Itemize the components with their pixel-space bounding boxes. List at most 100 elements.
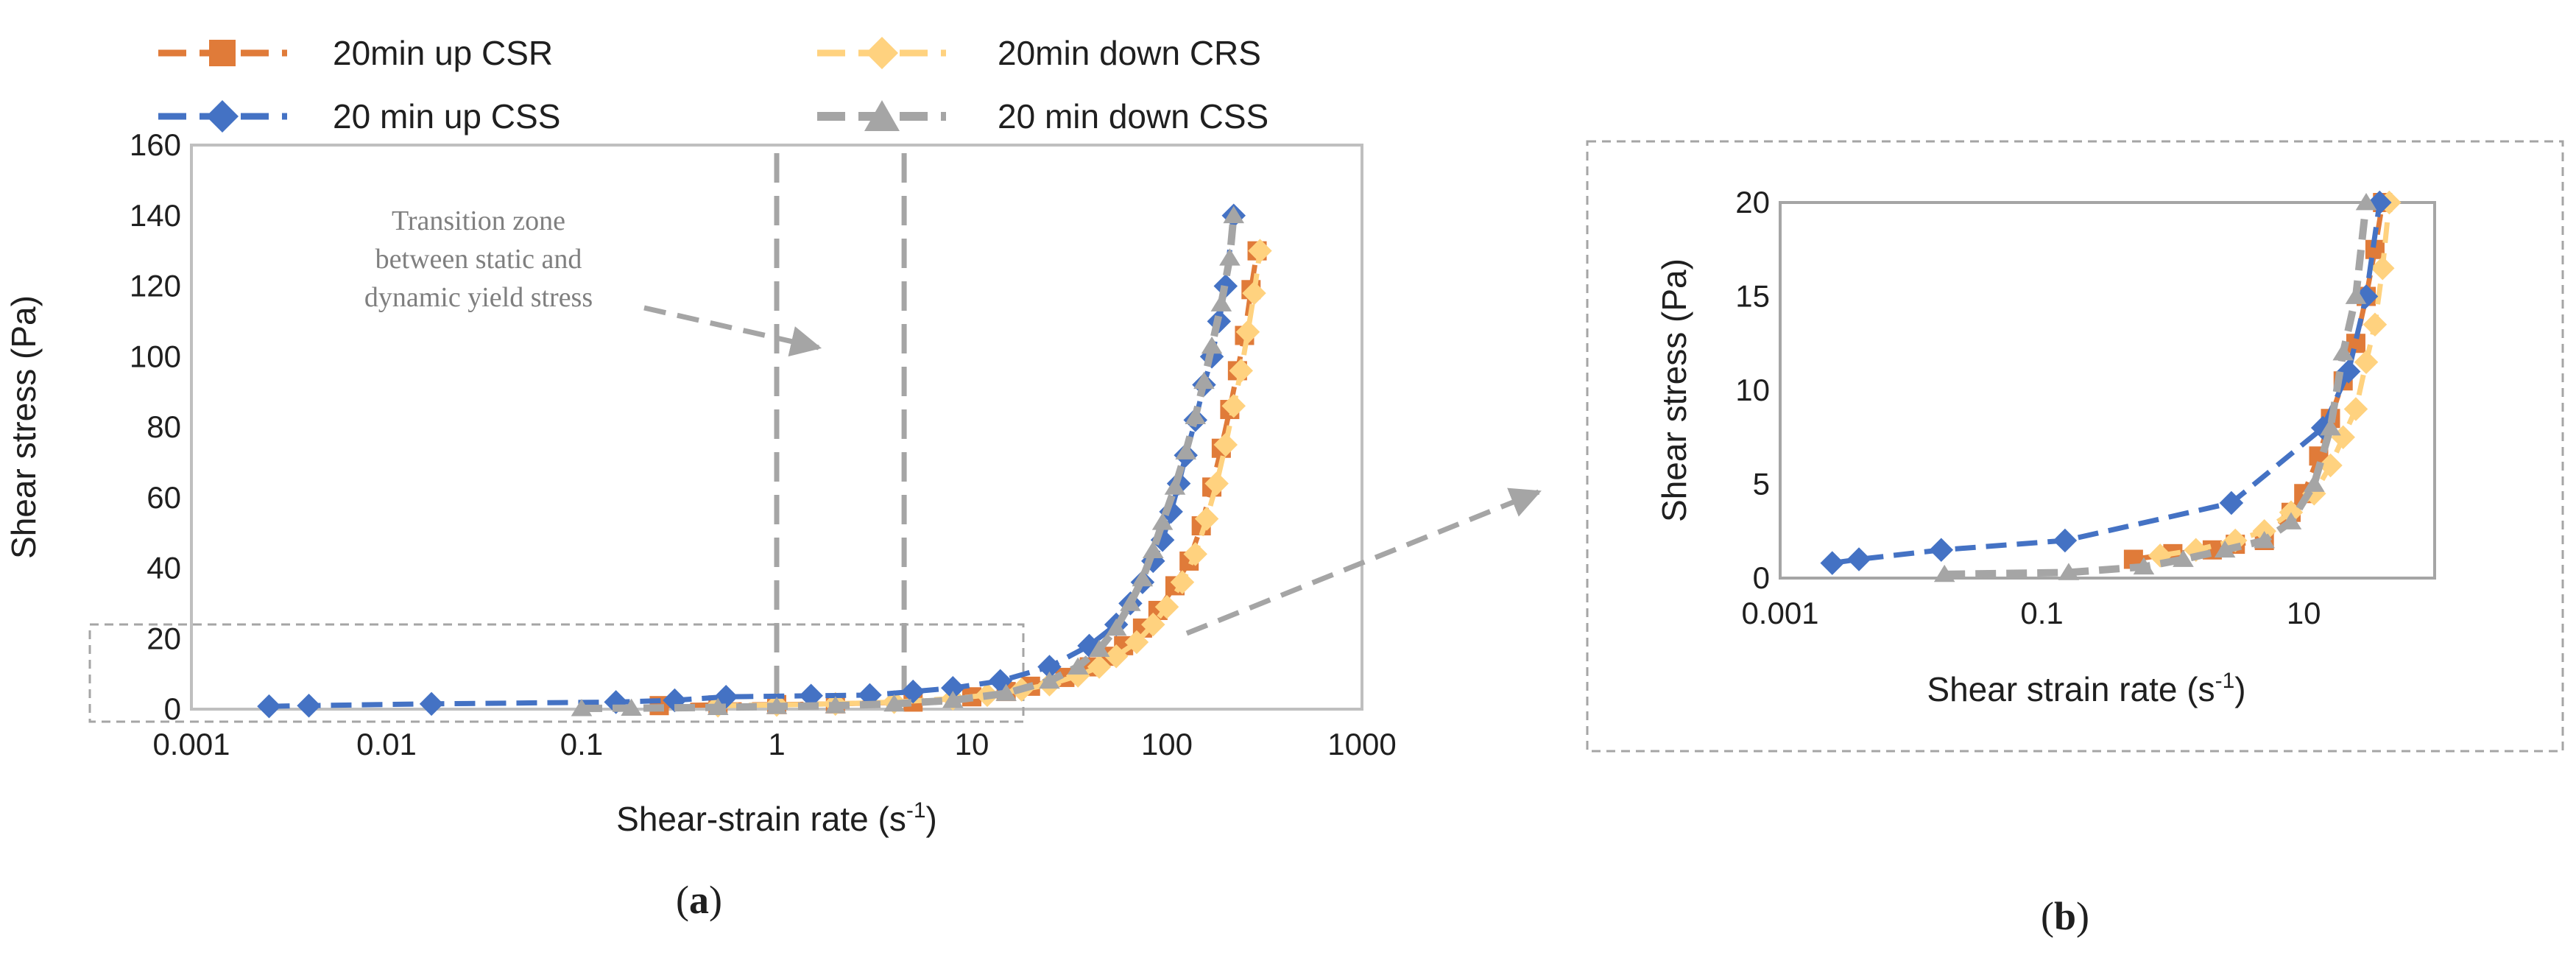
- chart-b-data-point: [2343, 397, 2368, 421]
- chart-a-data-point: [1223, 205, 1245, 224]
- chart-a-series-20-min-up-css: [257, 203, 1246, 719]
- chart-a-data-point: [1204, 471, 1229, 496]
- chart-b-data-point: [1933, 564, 1955, 582]
- legend-item-down-css: 20 min down CSS: [817, 97, 1268, 135]
- chart-b-data-point: [2362, 312, 2388, 337]
- legend-label-down-css: 20 min down CSS: [998, 97, 1268, 135]
- chart-a-x-tick-label: 100: [1141, 727, 1193, 761]
- chart-b-x-axis-title-text: Shear strain rate (s: [1927, 670, 2215, 708]
- chart-b-data-point: [2370, 256, 2395, 281]
- chart-a-x-axis-title-text: Shear-strain rate (s: [616, 800, 906, 838]
- chart-b-data-point: [2303, 474, 2325, 492]
- chart-a-data-point: [257, 694, 281, 719]
- chart-a-data-point: [942, 691, 964, 708]
- chart-b-y-tick-labels: 0 5 10 15 20: [1735, 185, 1770, 595]
- chart-a-x-axis-title: Shear-strain rate (s-1): [616, 798, 937, 838]
- chart-a-zoom-region-box: [88, 623, 1025, 723]
- chart-b-data-point: [2354, 350, 2379, 374]
- chart-b-data-point: [1929, 538, 1954, 562]
- chart-a-data-point: [1229, 359, 1254, 383]
- chart-a-series-20-min-down-css: [571, 205, 1245, 717]
- chart-a-data-point: [1193, 371, 1215, 390]
- chart-b-data-point: [2133, 557, 2155, 575]
- chart-b-y-tick-label: 5: [1753, 467, 1770, 501]
- chart-b-data-point: [1820, 551, 1845, 575]
- chart-a-x-tick-label: 1: [768, 727, 785, 761]
- legend-item-down-crs: 20min down CRS: [817, 34, 1261, 72]
- chart-a-data-point: [571, 699, 593, 717]
- chart-b-series-20-min-up-css: [1820, 190, 2392, 575]
- chart-a-y-tick-labels: 0 20 40 60 80 100 120 140 160: [130, 127, 181, 726]
- chart-a-x-axis-title-sup: -1: [906, 798, 926, 823]
- chart-b-series-line: [1944, 202, 2370, 578]
- chart-a-data-point: [1164, 477, 1186, 495]
- chart-a-data-point: [1067, 657, 1089, 675]
- chart-b-data-point: [2355, 193, 2377, 211]
- chart-b-y-tick-label: 20: [1735, 185, 1770, 219]
- chart-a-y-tick-label: 60: [147, 480, 181, 515]
- chart-a-data-point: [766, 697, 788, 714]
- chart-a-data-point: [1242, 281, 1266, 306]
- legend-marker-diamond-blue: [206, 100, 239, 133]
- chart-a-data-point: [883, 694, 905, 712]
- legend-marker-square-orange: [209, 40, 236, 66]
- chart-a-series-line: [581, 215, 1238, 712]
- chart-a-data-point: [1248, 239, 1272, 263]
- caption-b: (b): [2041, 894, 2089, 938]
- chart-a-y-tick-label: 100: [130, 339, 181, 373]
- chart-a-data-point: [799, 683, 823, 708]
- chart-a-data-point: [1213, 432, 1238, 457]
- chart-a-series-line: [659, 250, 1260, 708]
- chart-b-inset-frame: [1586, 140, 2564, 753]
- chart-a-x-tick-label: 0.01: [356, 727, 417, 761]
- chart-b-data-point: [2254, 531, 2275, 549]
- chart-a-y-axis-title: Shear stress (Pa): [4, 295, 43, 559]
- legend-item-up-csr: 20min up CSR: [158, 34, 553, 72]
- chart-a-data-point: [1201, 336, 1223, 354]
- chart-b-data-point: [2173, 549, 2194, 567]
- chart-a-data-point: [1221, 394, 1246, 418]
- chart-a-data-point: [1039, 671, 1060, 689]
- legend-marker-triangle-gray: [864, 100, 900, 131]
- legend-label-down-crs: 20min down CRS: [998, 34, 1261, 72]
- chart-b-x-axis-title: Shear strain rate (s-1): [1927, 669, 2245, 708]
- chart-a-y-tick-label: 160: [130, 127, 181, 162]
- chart-a-data-point: [1185, 406, 1207, 425]
- chart-a-data-point: [1175, 442, 1196, 460]
- chart-b-x-tick-label: 0.1: [2020, 596, 2063, 630]
- legend: 20min up CSR 20min down CRS 20 min up CS…: [158, 34, 1268, 135]
- chart-a-data-point: [1154, 594, 1179, 619]
- chart-b-plot-area: [1779, 201, 2436, 580]
- chart-b-data-point: [2318, 453, 2343, 478]
- annotation-line-1: Transition zone: [392, 205, 565, 236]
- chart-a-x-tick-label: 0.1: [560, 727, 603, 761]
- chart-a-data-point: [825, 696, 847, 714]
- chart-b-data-point: [2320, 418, 2341, 436]
- legend-item-up-css: 20 min up CSS: [158, 97, 560, 135]
- chart-a-data-point: [1087, 655, 1112, 679]
- chart-a-data-point: [1142, 541, 1164, 558]
- chart-b-series-20-min-down-css: [1933, 193, 2377, 582]
- caption-a-letter: a: [689, 878, 709, 922]
- chart-b-y-tick-label: 15: [1735, 279, 1770, 314]
- annotation-arrow: [643, 305, 822, 357]
- chart-a-data-point: [1210, 294, 1232, 311]
- chart-b-data-point: [2058, 563, 2080, 580]
- annotation-line-2: between static and: [375, 244, 582, 275]
- chart-a-data-point: [900, 679, 925, 704]
- chart-a-data-point: [1124, 630, 1149, 655]
- chart-b-data-point: [2280, 512, 2302, 529]
- chart-a-x-tick-label: 10: [955, 727, 989, 761]
- chart-a-data-point: [419, 691, 444, 717]
- chart-a-data-point: [707, 697, 729, 716]
- chart-b-x-tick-label: 10: [2287, 596, 2321, 630]
- chart-a-data-point: [1194, 507, 1219, 531]
- chart-a-data-point: [941, 676, 965, 700]
- chart-a-data-point: [1104, 644, 1129, 669]
- annotation-line-3: dynamic yield stress: [364, 282, 593, 313]
- chart-a-y-tick-label: 140: [130, 198, 181, 233]
- chart-b-series: [1820, 190, 2402, 582]
- legend-marker-diamond-yellow: [866, 37, 898, 69]
- chart-b-series-20min-up-csr: [2123, 193, 2393, 569]
